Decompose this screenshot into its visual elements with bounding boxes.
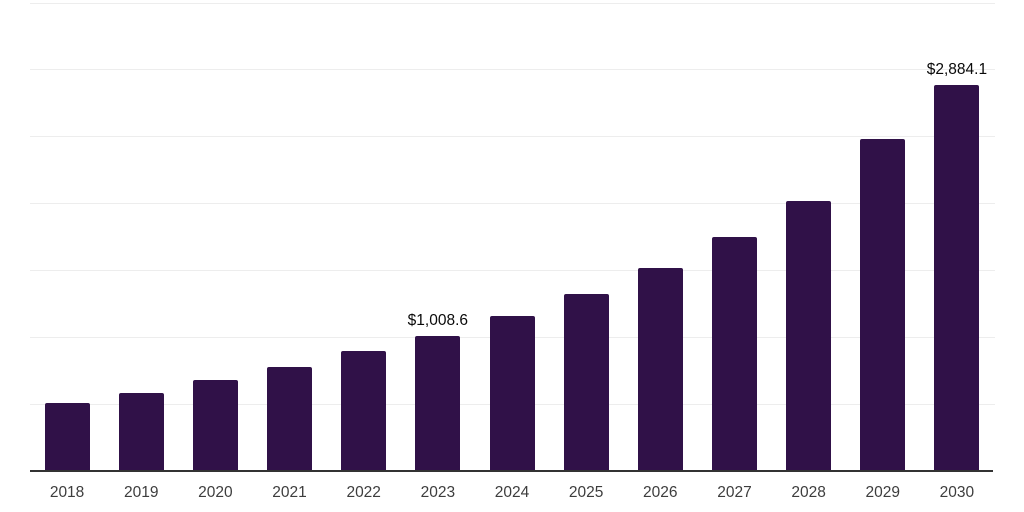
bar-2020 [192, 379, 238, 471]
x-tick-label-2018: 2018 [49, 484, 85, 501]
gridline-3000 [30, 69, 995, 71]
data-label-2030: $2,884.1 [926, 60, 988, 78]
bar-2018 [44, 402, 90, 471]
x-tick-label-2024: 2024 [494, 484, 530, 501]
x-tick-label-2025: 2025 [568, 484, 604, 501]
gridline-2000 [30, 203, 995, 205]
bar-2022 [341, 351, 387, 471]
x-axis-line [30, 470, 993, 472]
x-tick-label-2030: 2030 [939, 484, 975, 501]
x-tick-label-2020: 2020 [198, 484, 233, 501]
x-tick-label-2026: 2026 [643, 484, 678, 501]
bar-2025 [563, 294, 609, 471]
x-tick-label-2019: 2019 [123, 484, 159, 501]
x-tick-label-2023: 2023 [420, 484, 456, 501]
bar-2030 [934, 84, 980, 471]
x-tick-label-2021: 2021 [272, 484, 307, 501]
bar-2024 [489, 316, 535, 471]
data-label-2023: $1,008.6 [407, 311, 469, 329]
gridline-1500 [30, 270, 995, 272]
bar-2019 [118, 393, 164, 471]
x-tick-label-2029: 2029 [865, 484, 901, 501]
bar-2021 [267, 366, 313, 471]
x-tick-label-2027: 2027 [717, 484, 752, 501]
bar-2026 [637, 268, 683, 471]
x-tick-label-2028: 2028 [791, 484, 826, 501]
bar-2028 [786, 201, 832, 471]
bar-2029 [860, 139, 906, 471]
gridline-3500 [30, 2, 995, 4]
bar-2027 [711, 236, 757, 471]
gridline-2500 [30, 136, 995, 138]
bar-2023 [415, 335, 461, 471]
x-tick-label-2022: 2022 [346, 484, 381, 501]
